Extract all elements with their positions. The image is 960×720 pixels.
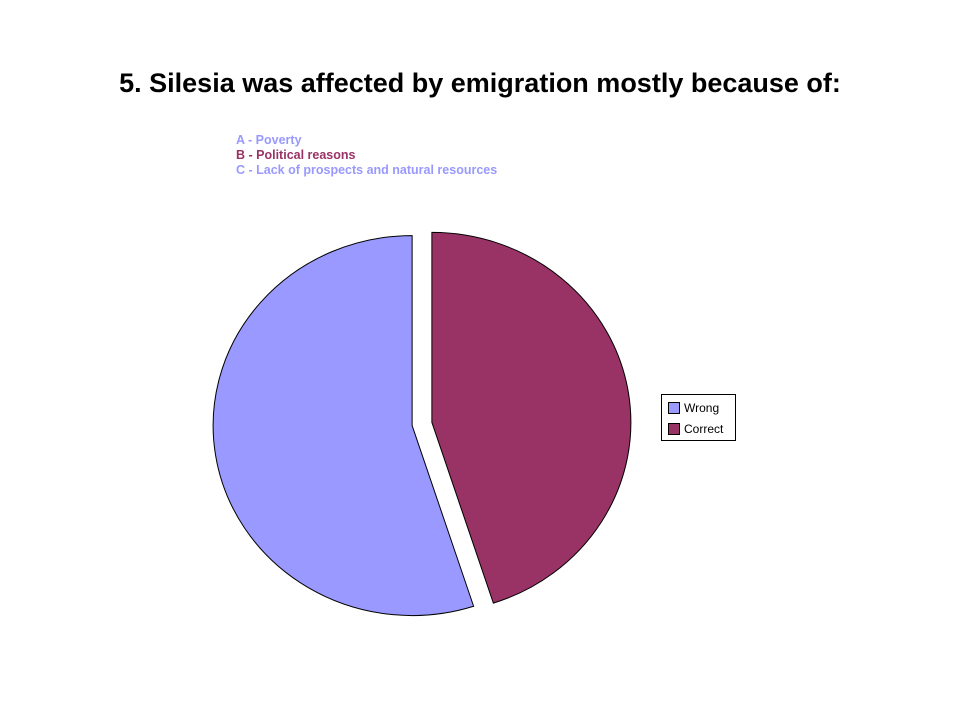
slide-title: 5. Silesia was affected by emigration mo… — [119, 68, 841, 98]
legend-label-wrong: Wrong — [684, 401, 720, 415]
legend-item-correct: Correct — [668, 422, 723, 436]
option-c: C - Lack of prospects and natural resour… — [236, 163, 498, 177]
option-b: B - Political reasons — [236, 148, 356, 162]
pie-slice-correct — [431, 231, 632, 604]
pie-slice-wrong — [212, 235, 475, 617]
answer-options: A - Poverty B - Political reasons C - La… — [236, 133, 497, 178]
legend-swatch-correct — [668, 423, 680, 435]
legend-swatch-wrong — [668, 402, 680, 414]
legend-label-correct: Correct — [684, 422, 724, 436]
chart-legend: Wrong Correct — [661, 394, 736, 441]
legend-item-wrong: Wrong — [668, 401, 719, 415]
option-a: A - Poverty — [236, 133, 302, 147]
